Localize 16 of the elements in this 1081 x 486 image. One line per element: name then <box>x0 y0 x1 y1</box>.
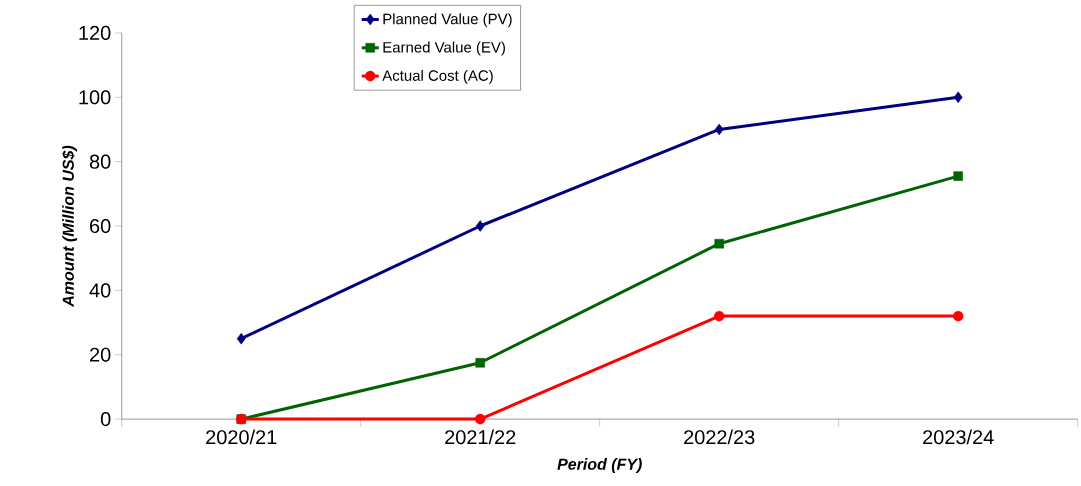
y-tick-label: 40 <box>89 283 111 298</box>
y-tick-label: 60 <box>90 218 111 234</box>
y-tick-label: 100 <box>79 90 111 105</box>
y-tick-label: 120 <box>79 25 111 40</box>
legend-label: Earned Value (EV) <box>383 41 505 56</box>
y-tick-label: 0 <box>100 412 111 427</box>
legend-label: Planned Value (PV) <box>383 13 512 28</box>
x-tick-label: 2021/22 <box>445 429 516 445</box>
y-axis-title: Amount (Million US$) <box>61 145 78 308</box>
y-tick-label: 20 <box>90 347 111 362</box>
x-axis-title: Period (FY) <box>557 458 642 473</box>
y-tick-label: 80 <box>89 154 111 169</box>
x-tick-label: 2023/24 <box>923 429 994 445</box>
x-tick-label: 2022/23 <box>684 429 755 445</box>
legend-label: Actual Cost (AC) <box>382 69 493 84</box>
x-tick-label: 2020/21 <box>206 429 277 445</box>
